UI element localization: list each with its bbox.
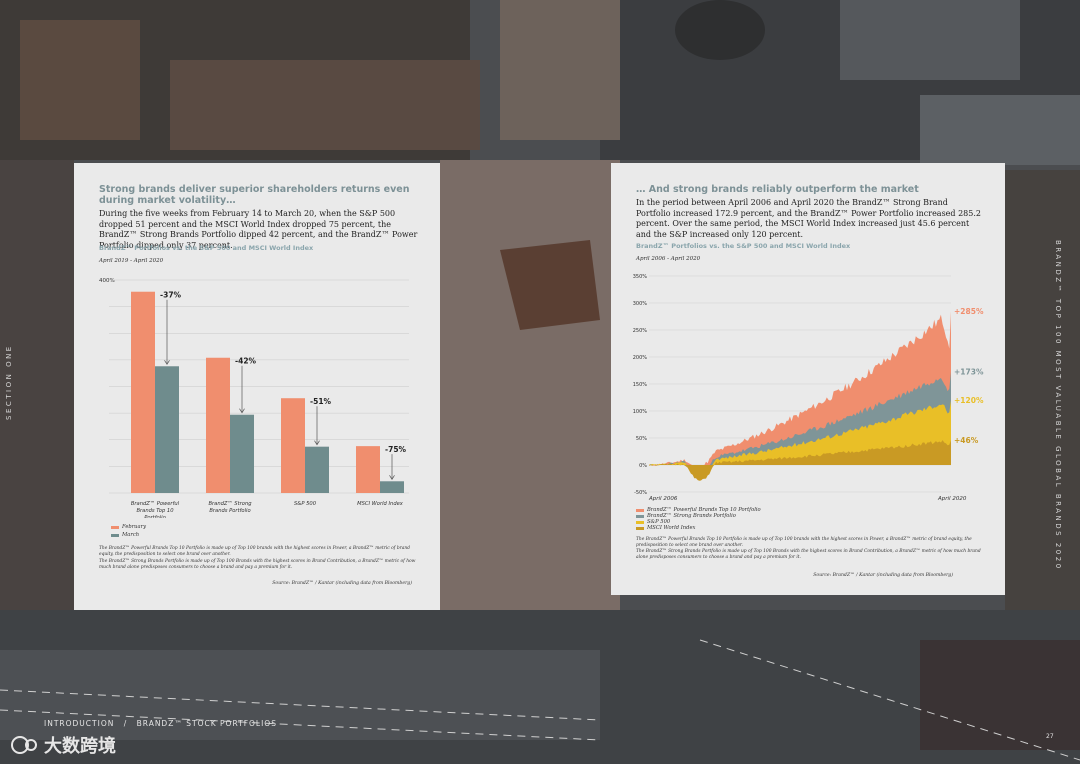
area-ytick-label: 250%: [633, 328, 648, 334]
bar-march-1: [230, 414, 254, 493]
area-legend-swatch-1: [636, 514, 644, 518]
area-legend-swatch-3: [636, 526, 644, 530]
left-title: Strong brands deliver superior sharehold…: [99, 184, 410, 206]
legend-swatch-february: [111, 525, 119, 529]
bar-march-0: [155, 366, 179, 493]
area-chart: 350% 300% 250% 200% 150% 100% 50% 0% -50% +285% +…: [633, 274, 984, 502]
watermark-text: 大数跨境: [44, 736, 116, 757]
area-legend-label-0: BrandZ™ Powerful Brands Top 10 Portfolio: [647, 507, 761, 513]
watermark-logo-icon: [11, 736, 37, 754]
left-panel: Strong brands deliver superior sharehold…: [74, 163, 440, 610]
bar-category-label-3: MSCI World Index: [357, 501, 404, 507]
area-ytick-label: -50%: [634, 490, 647, 496]
left-note-strong: The BrandZ™ Strong Brands Portfolio is m…: [99, 559, 416, 570]
bar-anno-arrowhead-3: [389, 475, 395, 480]
area-ytick-label: 300%: [633, 301, 648, 307]
area-legend-item-0: BrandZ™ Powerful Brands Top 10 Portfolio: [636, 507, 761, 513]
area-legend-label-2: S&P 500: [647, 519, 671, 525]
watermark: 大数跨境: [10, 732, 116, 758]
bar-anno-arrowhead-2: [314, 440, 320, 446]
breadcrumb: INTRODUCTION / BRANDZ™ STOCK PORTFOLIOS: [44, 719, 277, 728]
bar-legend-march: March: [111, 532, 139, 538]
side-section-label: SECTION ONE: [5, 344, 13, 420]
right-chart-period: April 2006 - April 2020: [636, 256, 701, 262]
area-ytick-label: 150%: [633, 382, 648, 388]
right-note-strong: The BrandZ™ Strong Brands Portfolio is m…: [636, 549, 981, 560]
area-legend: BrandZ™ Powerful Brands Top 10 Portfolio…: [636, 507, 761, 531]
right-title: … And strong brands reliably outperform …: [636, 184, 919, 195]
left-chart-subtitle: BrandZ™ Portfolios vs. the S&P 500 and M…: [99, 244, 314, 252]
area-end-label-0: +285%: [954, 307, 984, 316]
legend-swatch-march: [111, 533, 119, 537]
bar-anno-label-3: -75%: [385, 445, 407, 454]
left-chart-period: April 2019 - April 2020: [99, 258, 164, 264]
area-legend-item-2: S&P 500: [636, 519, 761, 525]
area-x-start: April 2006: [648, 496, 678, 502]
breadcrumb-introduction[interactable]: INTRODUCTION: [44, 719, 115, 728]
area-ytick-label: 350%: [633, 274, 648, 280]
page-number: 27: [1046, 733, 1054, 740]
area-x-end: April 2020: [937, 496, 967, 502]
bar-category-label-2: S&P 500: [294, 501, 317, 507]
area-legend-label-3: MSCI World Index: [647, 525, 696, 531]
area-legend-swatch-2: [636, 520, 644, 524]
area-legend-item-3: MSCI World Index: [636, 525, 761, 531]
bar-anno-arrowhead-1: [239, 408, 245, 414]
bar-march-2: [305, 446, 329, 493]
bar-chart: 400% -37% -42% -51% -75% BrandZ™ Powerful Br…: [99, 278, 409, 518]
bar-legend-february: February: [111, 524, 146, 530]
bar-anno-label-2: -51%: [310, 397, 332, 406]
legend-label-march: March: [122, 532, 140, 538]
bar-anno-label-0: -37%: [160, 291, 182, 300]
legend-label-february: February: [122, 524, 147, 530]
area-ytick-label: 0%: [639, 463, 647, 469]
bar-february-3: [356, 446, 380, 493]
area-end-label-3: +46%: [954, 436, 979, 445]
side-report-title: BRANDZ™ TOP 100 MOST VALUABLE GLOBAL BRA…: [1054, 240, 1062, 571]
area-legend-item-1: BrandZ™ Strong Brands Portfolio: [636, 513, 761, 519]
bar-february-2: [281, 398, 305, 493]
right-panel: … And strong brands reliably outperform …: [611, 163, 1005, 595]
bar-anno-label-1: -42%: [235, 357, 257, 366]
bar-february-0: [131, 291, 155, 493]
area-ytick-label: 100%: [633, 409, 648, 415]
bar-february-1: [206, 357, 230, 493]
area-ytick-label: 50%: [636, 436, 647, 442]
bar-category-label-0: BrandZ™ Powerful Brands Top 10 Portfolio: [131, 501, 180, 518]
bar-ytick-400: 400%: [99, 278, 115, 284]
left-note-power: The BrandZ™ Powerful Brands Top 10 Portf…: [99, 546, 410, 557]
right-note-power: The BrandZ™ Powerful Brands Top 10 Portf…: [636, 537, 972, 548]
left-source: Source: BrandZ™ / Kantar (including data…: [272, 581, 412, 586]
bar-march-3: [380, 481, 404, 493]
right-paragraph: In the period between April 2006 and Apr…: [636, 198, 981, 239]
right-source: Source: BrandZ™ / Kantar (including data…: [813, 573, 953, 578]
area-series-3: [649, 440, 951, 481]
breadcrumb-stock-portfolios[interactable]: BRANDZ™ STOCK PORTFOLIOS: [136, 719, 277, 728]
left-paragraph: During the five weeks from February 14 t…: [99, 209, 418, 250]
right-chart-subtitle: BrandZ™ Portfolios vs. the S&P 500 and M…: [636, 242, 851, 250]
area-end-label-2: +120%: [954, 396, 984, 405]
area-legend-swatch-0: [636, 508, 644, 512]
area-end-label-1: +173%: [954, 368, 984, 377]
bar-anno-arrowhead-0: [164, 360, 170, 365]
bar-category-label-1: BrandZ™ Strong Brands Portfolio: [208, 501, 252, 514]
area-ytick-label: 200%: [633, 355, 648, 361]
area-legend-label-1: BrandZ™ Strong Brands Portfolio: [647, 513, 736, 519]
